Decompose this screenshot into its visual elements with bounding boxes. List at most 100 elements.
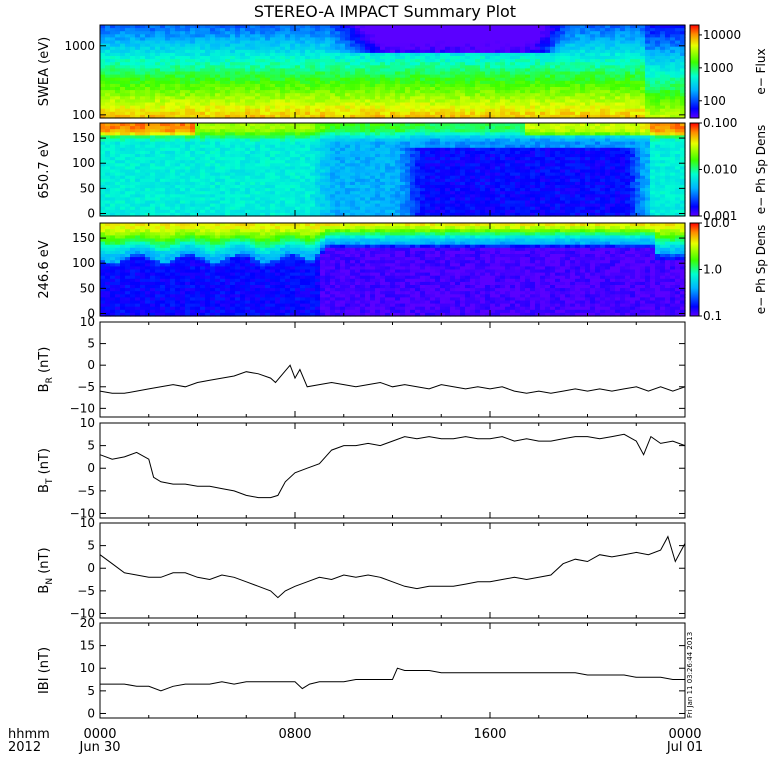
heatmap-cell — [330, 138, 336, 143]
heatmap-cell — [255, 200, 261, 205]
heatmap-cell — [120, 129, 126, 133]
heatmap-cell — [150, 52, 156, 57]
heatmap-cell — [200, 132, 206, 136]
heatmap-cell — [410, 59, 416, 63]
heatmap-cell — [200, 28, 206, 32]
heatmap-cell — [135, 160, 141, 164]
heatmap-cell — [200, 135, 206, 140]
heatmap-cell — [270, 74, 276, 79]
heatmap-cell — [145, 144, 151, 149]
heatmap-cell — [325, 166, 331, 171]
heatmap-cell — [445, 71, 451, 76]
heatmap-cell — [425, 93, 431, 97]
heatmap-cell — [155, 108, 161, 113]
heatmap-cell — [290, 206, 296, 211]
heatmap-cell — [640, 77, 646, 82]
heatmap-cell — [195, 46, 201, 51]
heatmap-cell — [340, 37, 346, 42]
heatmap-cell — [130, 99, 136, 104]
heatmap-cell — [115, 87, 121, 91]
heatmap-cell — [380, 77, 386, 82]
heatmap-cell — [155, 147, 161, 152]
heatmap-cell — [220, 188, 226, 192]
heatmap-cell — [575, 34, 581, 38]
heatmap-cell — [215, 126, 221, 130]
heatmap-cell — [535, 31, 541, 35]
heatmap-cell — [395, 71, 401, 76]
heatmap-cell — [140, 191, 146, 195]
heatmap-cell — [260, 25, 266, 29]
heatmap-cell — [525, 74, 531, 79]
heatmap-cell — [420, 90, 426, 94]
heatmap-cell — [305, 191, 311, 195]
heatmap-cell — [245, 71, 251, 76]
heatmap-cell — [420, 46, 426, 51]
heatmap-cell — [245, 99, 251, 104]
heatmap-cell — [530, 96, 536, 100]
heatmap-cell — [270, 123, 276, 127]
heatmap-cell — [315, 147, 321, 152]
heatmap-cell — [650, 93, 656, 97]
heatmap-cell — [310, 169, 316, 174]
heatmap-cell — [385, 87, 391, 91]
heatmap-cell — [280, 25, 286, 29]
heatmap-cell — [195, 65, 201, 69]
heatmap-cell — [260, 209, 266, 214]
heatmap-cell — [270, 31, 276, 35]
heatmap-cell — [215, 172, 221, 177]
heatmap-cell — [575, 37, 581, 42]
heatmap-cell — [560, 40, 566, 45]
heatmap-cell — [145, 123, 151, 127]
heatmap-cell — [195, 138, 201, 143]
heatmap-cell — [150, 43, 156, 48]
heatmap-cell — [285, 147, 291, 152]
heatmap-cell — [120, 194, 126, 198]
heatmap-cell — [500, 111, 506, 116]
heatmap-cell — [535, 59, 541, 63]
heatmap-cell — [275, 68, 281, 73]
heatmap-cell — [300, 197, 306, 202]
heatmap-cell — [445, 25, 451, 29]
heatmap-cell — [570, 83, 576, 88]
heatmap-cell — [335, 163, 341, 167]
heatmap-cell — [260, 62, 266, 66]
heatmap-cell — [330, 194, 336, 198]
heatmap-cell — [220, 200, 226, 205]
heatmap-cell — [320, 114, 326, 119]
heatmap-cell — [135, 212, 141, 217]
heatmap-cell — [470, 59, 476, 63]
heatmap-cell — [200, 203, 206, 208]
heatmap-cell — [555, 99, 561, 104]
heatmap-cell — [130, 188, 136, 192]
heatmap-cell — [120, 126, 126, 130]
heatmap-cell — [180, 129, 186, 133]
heatmap-cell — [145, 203, 151, 208]
heatmap-cell — [170, 83, 176, 88]
heatmap-cell — [185, 194, 191, 198]
heatmap-cell — [130, 172, 136, 177]
heatmap-cell — [400, 87, 406, 91]
heatmap-cell — [610, 93, 616, 97]
heatmap-cell — [190, 43, 196, 48]
heatmap-cell — [605, 62, 611, 66]
heatmap-cell — [500, 83, 506, 88]
heatmap-cell — [320, 181, 326, 186]
heatmap-cell — [665, 37, 671, 42]
heatmap-cell — [135, 102, 141, 107]
heatmap-cell — [215, 132, 221, 136]
heatmap-cell — [260, 65, 266, 69]
heatmap-cell — [285, 102, 291, 107]
heatmap-cell — [135, 197, 141, 202]
heatmap-cell — [190, 49, 196, 54]
heatmap-cell — [150, 65, 156, 69]
heatmap-cell — [130, 203, 136, 208]
heatmap-cell — [625, 99, 631, 104]
heatmap-cell — [300, 105, 306, 110]
heatmap-cell — [595, 68, 601, 73]
heatmap-cell — [190, 71, 196, 76]
heatmap-cell — [655, 87, 661, 91]
heatmap-cell — [470, 52, 476, 57]
heatmap-cell — [435, 68, 441, 73]
heatmap-cell — [320, 37, 326, 42]
heatmap-cell — [240, 37, 246, 42]
